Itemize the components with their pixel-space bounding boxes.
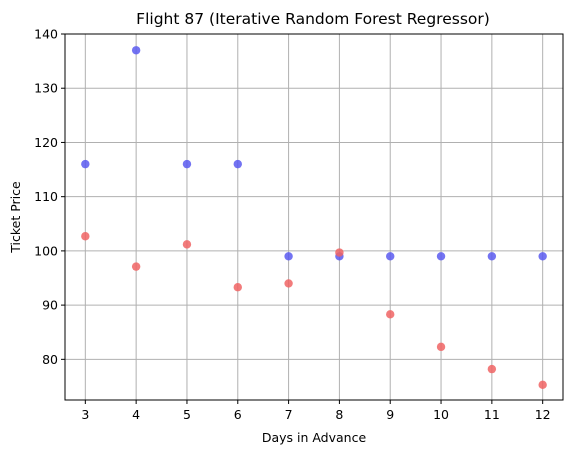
data-point-series-2 (81, 232, 90, 241)
x-tick-label: 10 (433, 407, 449, 422)
y-tick-label: 110 (34, 189, 58, 204)
grid (65, 33, 563, 400)
data-point-series-2 (436, 342, 446, 352)
data-point-series-1 (386, 252, 395, 261)
x-tick-label: 3 (81, 407, 89, 422)
y-tick-label: 100 (34, 243, 58, 258)
x-tick-label: 6 (234, 407, 242, 422)
y-tick-label: 90 (42, 298, 58, 313)
y-tick-label: 120 (34, 135, 58, 150)
data-point-series-1 (487, 252, 497, 261)
x-tick-label: 5 (183, 407, 191, 422)
x-tick-label: 8 (335, 407, 343, 422)
x-tick-label: 4 (132, 407, 140, 422)
x-axis-label: Days in Advance (262, 430, 367, 445)
x-tick-label: 7 (285, 407, 293, 422)
data-point-series-1 (233, 159, 242, 169)
y-tick-label: 80 (42, 352, 58, 367)
x-tick-label: 11 (484, 407, 500, 422)
data-point-series-1 (284, 252, 293, 261)
data-point-series-2 (233, 283, 242, 292)
data-point-series-2 (131, 262, 141, 271)
x-tick-label: 9 (386, 407, 394, 422)
data-point-series-1 (131, 46, 141, 55)
y-axis-label: Ticket Price (8, 181, 23, 254)
data-point-series-2 (386, 310, 395, 319)
data-point-series-2 (335, 248, 344, 257)
data-point-series-1 (81, 159, 90, 169)
x-tick-label: 12 (535, 407, 551, 422)
data-point-series-2 (538, 380, 547, 390)
data-point-series-1 (436, 252, 446, 261)
y-tick-label: 140 (34, 27, 58, 42)
data-point-series-2 (284, 279, 293, 288)
axis-ticks: 3 4 5 6 7 8 9 10 11 12 80 90 100 110 120 130 140 (34, 27, 550, 423)
data-point-series-1 (182, 159, 192, 169)
data-points (81, 46, 547, 390)
data-point-series-2 (182, 240, 192, 249)
chart-title: Flight 87 (Iterative Random Forest Regre… (136, 10, 490, 28)
data-point-series-1 (538, 252, 547, 261)
data-point-series-2 (487, 364, 497, 374)
plot-frame (64, 33, 564, 401)
y-tick-label: 130 (34, 81, 58, 96)
